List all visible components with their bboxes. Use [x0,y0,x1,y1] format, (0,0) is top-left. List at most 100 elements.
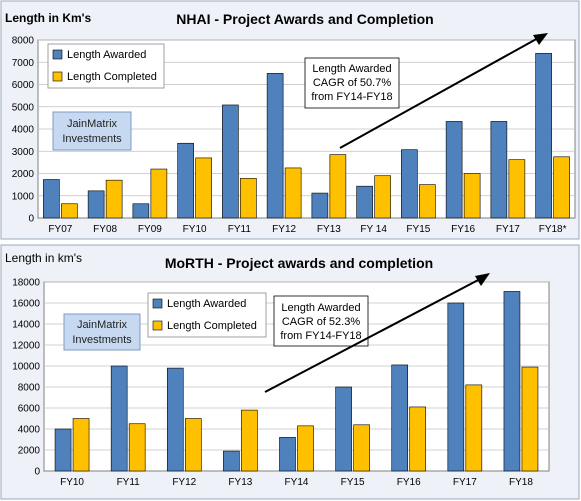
nhai-bar-awarded [177,142,194,219]
morth-unit-label: Length in km's [5,251,82,265]
nhai-bar-awarded [43,179,60,219]
morth-y-tick-label: 6000 [18,404,41,415]
nhai-unit-label: Length in Km's [5,11,92,25]
nhai-annotation-line-3: from FY14-FY18 [311,91,392,103]
morth-watermark-box [63,313,141,351]
nhai-annotation: Length Awarded CAGR of 50.7% from FY14-F… [304,33,548,149]
nhai-y-tick-label: 1000 [12,191,35,202]
morth-x-tick-label: FY11 [117,477,141,488]
morth-x-ticks: FY10 FY11 FY12 FY13 FY14 FY15 FY16 FY17 FY18 [60,477,533,488]
nhai-chart: Length in Km's NHAI - Project Awards and… [0,0,580,240]
nhai-bar-completed [284,167,302,219]
morth-x-tick-label: FY14 [285,477,309,488]
morth-bars [54,291,539,472]
morth-bar-completed [128,423,146,472]
nhai-x-tick-label: FY17 [496,224,520,235]
nhai-watermark-line-2: Investments [62,133,122,145]
morth-annotation-box [273,295,369,347]
morth-annotation-line-1: Length Awarded [281,302,360,314]
nhai-y-tick-label: 6000 [12,80,35,91]
morth-bar-completed [353,424,370,472]
morth-legend-awarded: Length Awarded [167,298,246,310]
morth-bar-awarded [391,364,409,472]
morth-bar-completed [521,366,539,472]
nhai-x-tick-label: FY18* [539,224,567,235]
nhai-y-tick-label: 8000 [12,36,35,47]
nhai-x-ticks: FY07 FY08 FY09 FY10 FY11 FY12 FY13 FY 14 FY15 FY1… [48,224,566,235]
nhai-x-tick-label: FY13 [317,224,341,235]
morth-annotation: Length Awarded CAGR of 52.3% from FY14-F… [264,273,490,393]
morth-watermark-line-1: JainMatrix [77,319,128,331]
morth-title: MoRTH - Project awards and completion [165,255,433,271]
nhai-annotation-line-2: CAGR of 50.7% [313,77,391,89]
morth-trend-arrowhead [475,273,490,286]
morth-legend-completed: Length Completed [167,320,257,332]
morth-trend-arrow [264,277,483,393]
nhai-y-tick-label: 0 [28,214,34,225]
morth-x-tick-label: FY16 [397,477,421,488]
nhai-bar-awarded [490,121,508,219]
morth-bar-awarded [54,428,72,472]
morth-annotation-line-2: CAGR of 52.3% [282,316,360,328]
nhai-watermark: JainMatrix Investments [52,111,132,151]
morth-bar-awarded [279,437,296,472]
nhai-x-tick-label: FY08 [93,224,117,235]
morth-y-tick-label: 12000 [12,341,40,352]
nhai-bar-completed [553,156,570,219]
nhai-x-tick-label: FY 14 [360,224,387,235]
morth-bar-awarded [166,367,184,472]
nhai-bar-awarded [445,121,463,219]
morth-y-tick-label: 14000 [12,320,40,331]
nhai-bars [43,53,570,219]
nhai-bar-awarded [132,203,150,219]
morth-y-tick-label: 16000 [12,299,40,310]
morth-bar-completed [297,425,314,472]
morth-x-tick-label: FY10 [60,477,84,488]
nhai-title: NHAI - Project Awards and Completion [176,11,433,27]
morth-bar-awarded [335,386,352,472]
morth-bar-completed [241,409,258,472]
nhai-legend-box [47,43,165,89]
morth-legend-swatch-completed [152,320,163,331]
nhai-x-tick-label: FY07 [48,224,72,235]
morth-annotation-line-3: from FY14-FY18 [280,330,361,342]
morth-x-tick-label: FY12 [172,477,196,488]
morth-legend: Length Awarded Length Completed [147,292,267,338]
morth-x-tick-label: FY15 [341,477,365,488]
morth-chart: Length in km's MoRTH - Project awards an… [0,244,580,500]
nhai-x-tick-label: FY10 [183,224,207,235]
nhai-y-tick-label: 3000 [12,147,35,158]
nhai-bar-awarded [266,73,284,219]
morth-bar-completed [72,418,90,472]
nhai-legend-swatch-completed [52,71,63,82]
nhai-bar-completed [240,178,257,219]
morth-bar-awarded [223,450,240,472]
nhai-legend-swatch-awarded [52,49,63,60]
morth-y-tick-label: 8000 [18,383,41,394]
nhai-bar-awarded [356,185,373,219]
morth-x-tick-label: FY17 [453,477,477,488]
morth-bar-completed [409,406,427,472]
nhai-bar-awarded [401,149,418,219]
nhai-watermark-box [52,111,132,151]
morth-x-tick-label: FY18 [509,477,533,488]
nhai-watermark-line-1: JainMatrix [67,118,118,130]
morth-y-tick-label: 10000 [12,362,40,373]
nhai-bar-completed [61,203,78,219]
nhai-y-tick-label: 7000 [12,58,35,69]
nhai-bar-completed [374,175,391,219]
nhai-bar-completed [463,173,481,219]
nhai-bar-completed [105,179,123,219]
morth-legend-box [147,292,267,338]
nhai-x-tick-label: FY12 [272,224,296,235]
morth-x-tick-label: FY13 [228,477,252,488]
nhai-legend-awarded: Length Awarded [67,49,146,61]
nhai-bar-awarded [311,192,329,219]
nhai-x-tick-label: FY11 [228,224,252,235]
nhai-bar-completed [195,157,212,219]
morth-y-ticks: 0 2000 4000 6000 8000 10000 12000 14000 16000 180… [12,278,40,478]
nhai-y-tick-label: 2000 [12,169,35,180]
morth-y-tick-label: 0 [34,467,40,478]
nhai-bar-completed [508,159,526,219]
